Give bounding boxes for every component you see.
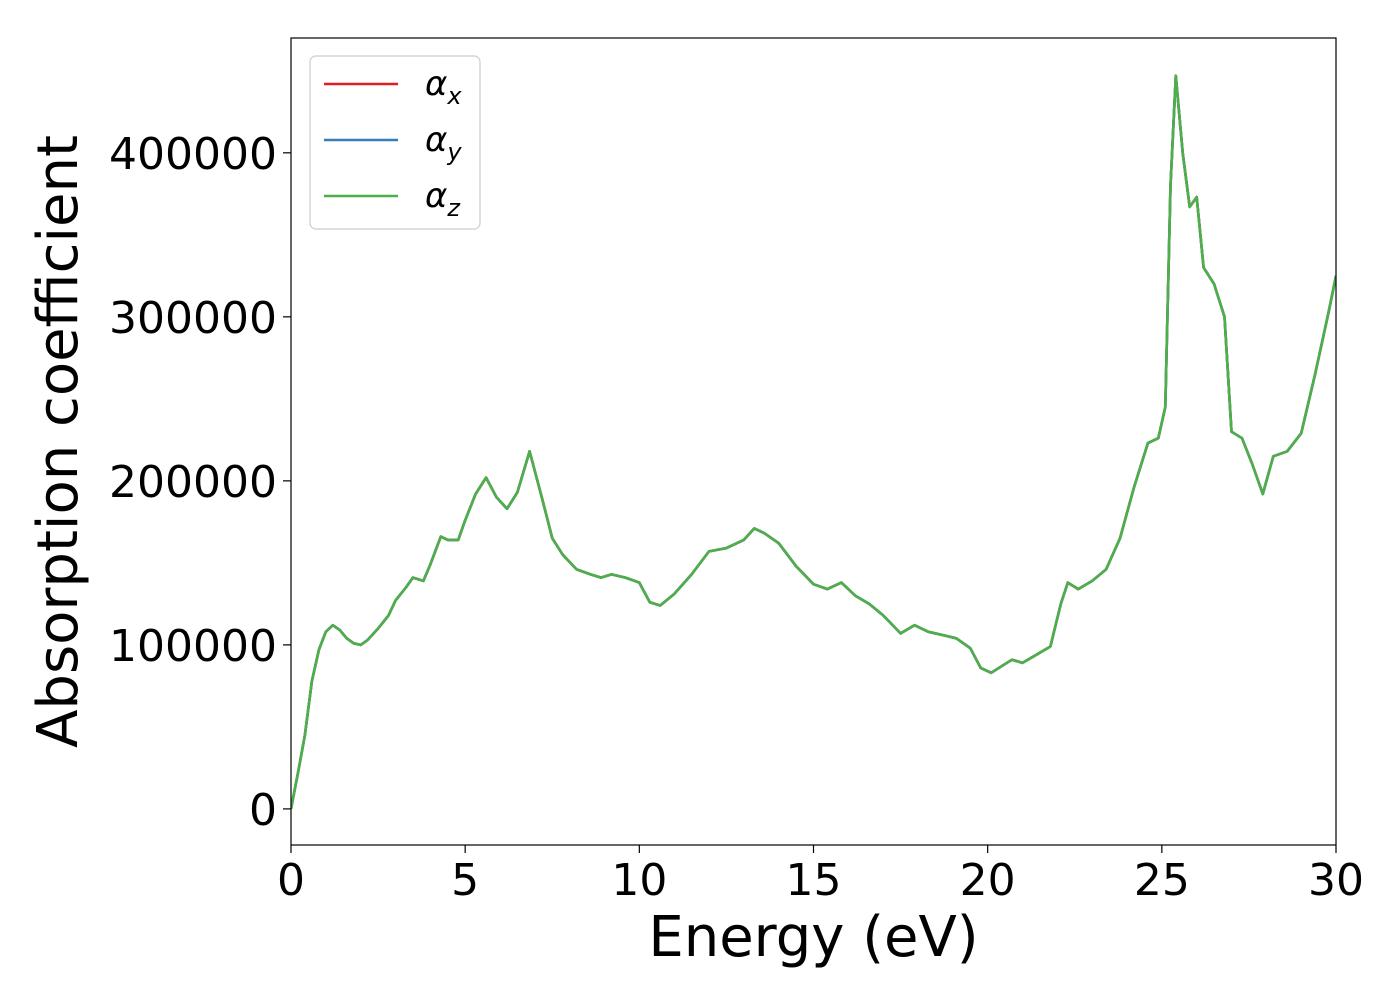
y-tick-label: 400000 xyxy=(109,129,277,180)
legend-label: αy xyxy=(425,120,462,166)
x-tick-label: 15 xyxy=(786,855,842,906)
series-line-2 xyxy=(291,74,1336,810)
y-axis-ticks: 0 100000 200000 300000 400000 xyxy=(109,129,291,836)
legend-box xyxy=(309,55,481,230)
x-tick-label: 0 xyxy=(277,855,305,906)
x-tick-label: 10 xyxy=(611,855,667,906)
y-tick-label: 300000 xyxy=(109,293,277,344)
y-tick-label: 200000 xyxy=(109,457,277,508)
x-axis-ticks: 0 5 10 15 20 25 30 xyxy=(277,845,1364,906)
x-tick-label: 20 xyxy=(960,855,1016,906)
x-tick-label: 25 xyxy=(1134,855,1190,906)
y-axis-label: Absorption coefficient xyxy=(26,135,91,748)
legend-label: αx xyxy=(425,64,462,110)
x-tick-label: 30 xyxy=(1308,855,1364,906)
x-axis-label: Energy (eV) xyxy=(648,905,978,970)
y-tick-label: 0 xyxy=(249,785,277,836)
y-tick-label: 100000 xyxy=(109,621,277,672)
x-tick-label: 5 xyxy=(451,855,479,906)
series-layer xyxy=(291,74,1336,810)
